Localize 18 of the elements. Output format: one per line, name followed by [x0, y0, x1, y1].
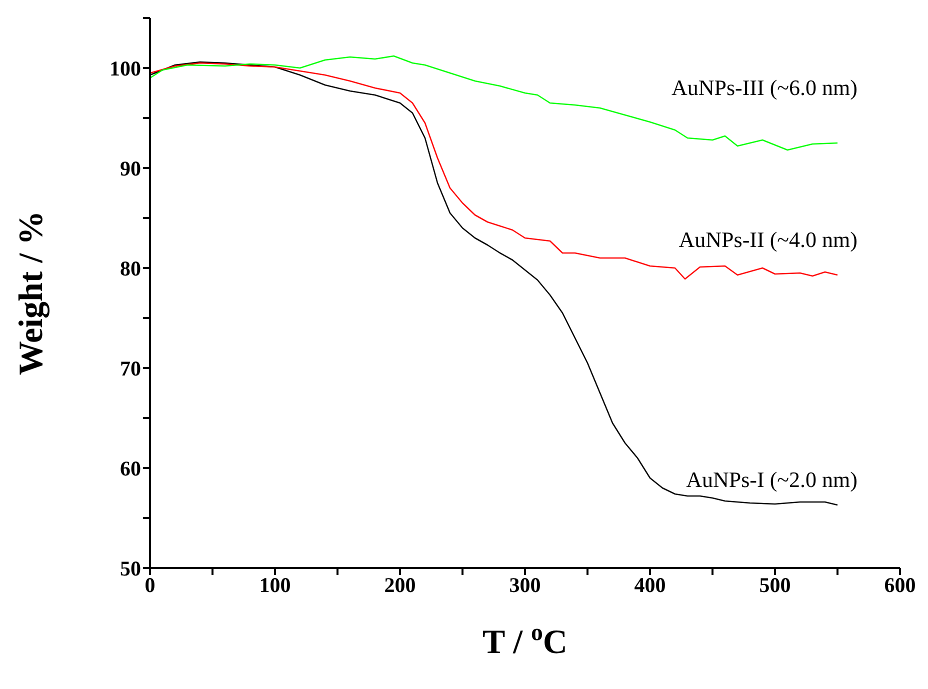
x-axis-title: T / $^{o}$C [482, 620, 568, 661]
series-label: AuNPs-II (~4.0 nm) [678, 227, 858, 252]
x-tick-label: 200 [384, 572, 416, 597]
y-tick-label: 100 [110, 56, 141, 80]
x-tick-label: 400 [634, 572, 666, 597]
y-tick-label: 80 [120, 256, 141, 280]
y-tick-label: 60 [120, 456, 141, 480]
x-tick-label: 600 [884, 572, 916, 597]
y-tick-label: 90 [120, 156, 141, 180]
y-tick-label: 50 [120, 556, 141, 580]
x-tick-label: 0 [144, 572, 156, 597]
x-tick-label: 300 [509, 572, 541, 597]
x-tick-label: 100 [259, 572, 291, 597]
y-tick-label: 70 [120, 356, 141, 380]
series-label: AuNPs-I (~2.0 nm) [686, 467, 858, 492]
y-axis-title: Weight / % [13, 210, 50, 376]
x-tick-label: 500 [759, 572, 791, 597]
series-label: AuNPs-III (~6.0 nm) [671, 75, 858, 100]
